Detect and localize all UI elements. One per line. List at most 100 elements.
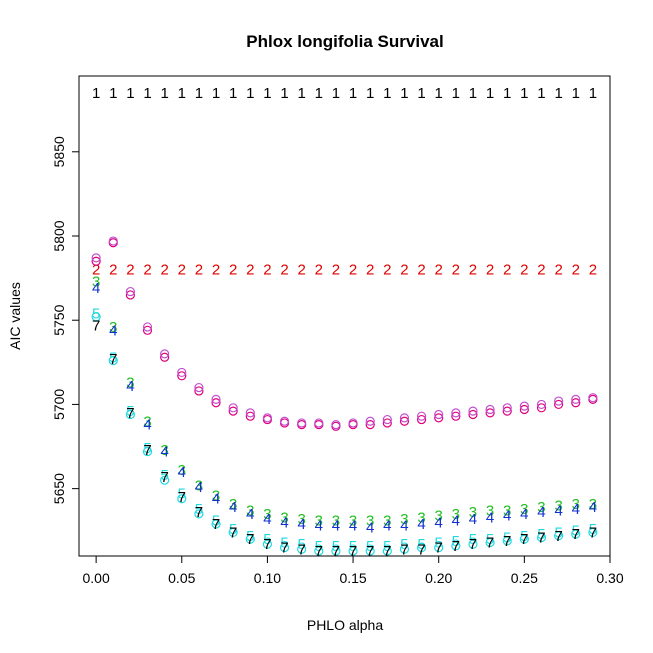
data-point: 3 [92,273,100,290]
data-point: 1 [298,85,306,102]
series-3 [91,238,598,431]
data-point: 7 [486,535,494,552]
data-point [245,534,255,544]
data-point [519,401,529,411]
data-point [194,509,204,519]
data-point [365,416,375,426]
data-point [228,403,238,413]
data-point: 3 [572,496,580,513]
data-point: 3 [469,504,477,521]
data-point [468,406,478,416]
data-point: 4 [366,519,374,536]
data-point: 5 [143,440,151,457]
data-point [125,290,135,300]
data-point: 4 [178,464,186,481]
data-point: 1 [178,85,186,102]
data-point: 2 [503,262,511,279]
data-point: 3 [126,375,134,392]
plot-frame [78,75,611,557]
data-point [194,382,204,393]
data-point: 1 [92,85,100,102]
data-point: 4 [280,514,288,531]
data-point: 2 [126,262,134,279]
data-point: 7 [229,524,237,541]
y-tick-label: 5700 [51,389,67,420]
data-point [416,414,427,425]
data-point [331,546,341,556]
data-point: 1 [246,85,254,102]
data-point: 1 [537,85,545,102]
data-point: 4 [126,378,134,395]
data-point: 4 [212,491,220,508]
data-point: 2 [520,262,528,279]
data-point: 7 [263,536,271,553]
data-point: 4 [554,503,562,520]
data-point: 7 [349,543,357,560]
data-point [502,536,512,546]
data-point [108,356,118,366]
data-point: 4 [572,501,580,518]
data-point: 4 [109,322,117,339]
data-point: 1 [417,85,425,102]
data-point [451,541,461,551]
data-point: 1 [400,85,408,102]
data-point: 4 [143,417,151,434]
x-tick-label: 0.00 [83,570,110,586]
data-point: 1 [572,85,580,102]
data-point: 2 [417,262,425,279]
data-point [502,406,512,416]
data-point [485,537,495,548]
data-point [399,413,410,423]
data-point: 5 [229,521,237,538]
data-point [160,349,170,359]
data-point: 2 [246,262,254,279]
data-point [588,393,598,403]
data-point: 7 [589,524,597,541]
y-tick-label: 5850 [51,136,67,167]
data-point: 1 [160,85,168,102]
x-tick-label: 0.30 [596,570,623,586]
y-tick-label: 5750 [51,304,67,335]
data-point [536,403,547,413]
data-point [297,418,307,428]
data-point: 4 [315,518,323,535]
data-point: 3 [554,497,562,514]
data-point: 3 [280,509,288,526]
data-point: 7 [520,531,528,548]
data-point: 7 [178,489,186,506]
data-point [91,253,101,263]
y-axis: 5650 5700 5750 5800 5850 [51,136,80,504]
data-point: 7 [92,317,100,334]
data-point: 7 [280,540,288,557]
data-point: 7 [554,528,562,545]
data-point [365,546,375,556]
data-point [382,546,392,556]
data-point [588,527,598,538]
data-point: 7 [246,531,254,548]
data-point: 7 [298,541,306,558]
data-points: 1 1 1 1 1 1 1 1 1 1 1 1 1 1 1 1 1 1 1 1 1 1 1 1 1 1 1 1 1 12 2 2 2 2 2 2 2 2 2… [91,85,598,560]
data-point: 2 [298,262,306,279]
data-point: 4 [229,499,237,516]
data-point: 5 [589,521,597,538]
data-point [245,411,255,421]
data-point: 4 [486,509,494,526]
data-point: 7 [143,442,151,459]
data-point [451,411,461,421]
data-point: 4 [92,280,100,297]
data-point: 4 [469,511,477,528]
data-point [297,544,307,554]
data-point: 1 [452,85,460,102]
data-point [399,416,410,426]
data-point: 2 [554,262,562,279]
data-point: 2 [486,262,494,279]
data-point [365,420,375,430]
data-point: 1 [263,85,271,102]
data-point: 2 [109,262,117,279]
x-tick-label: 0.20 [425,570,452,586]
data-point: 7 [383,543,391,560]
data-point: 2 [280,262,288,279]
data-point: 7 [366,543,374,560]
